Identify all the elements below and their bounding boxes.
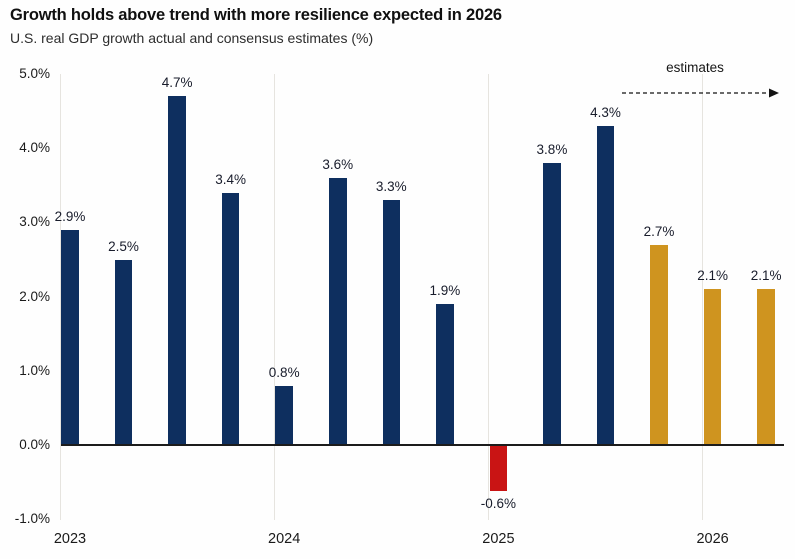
bar-value-label: 2.1% [697,268,728,284]
bar-value-label: 0.8% [268,364,300,380]
chart-subtitle: U.S. real GDP growth actual and consensu… [10,30,374,46]
x-axis-year-label: 2024 [268,531,301,547]
year-gridline [488,74,490,520]
gdp-bar-2023-q3 [168,96,186,445]
gdp-bar-2025-q1 [489,446,508,491]
y-axis-tick-label: 1.0% [19,362,50,378]
gdp-bar-2025-q4 [650,244,668,445]
zero-axis-line [61,444,784,446]
bar-value-label: 2.9% [54,208,86,224]
y-axis-tick-label: 5.0% [19,66,50,81]
bar-value-label: -0.6% [480,495,517,511]
gdp-bar-2023-q2 [114,259,133,445]
gdp-bar-2024-q1 [275,385,293,445]
y-axis-tick-label: 2.0% [19,288,50,304]
bar-value-label: 4.7% [161,75,193,91]
bar-value-label: 3.3% [375,179,407,195]
gdp-bar-2023-q1 [61,229,79,445]
bar-value-label: 3.4% [215,171,247,187]
gdp-bar-2024-q2 [329,177,347,445]
gdp-bar-2023-q4 [221,192,240,445]
gdp-bar-2024-q3 [382,200,401,445]
year-gridline [274,74,276,520]
year-gridline [702,74,704,520]
y-axis-tick-label: 3.0% [19,214,50,230]
bar-value-label: 2.7% [643,223,675,239]
y-axis-tick-label: 0.0% [19,437,50,452]
x-axis-year-label: 2025 [482,531,515,547]
bar-value-label: 4.3% [590,104,621,120]
x-axis-year-label: 2023 [53,531,87,547]
gdp-bar-2026-q2 [757,289,775,445]
y-axis-tick-label: -1.0% [14,511,50,527]
estimates-dashed-arrow-icon [622,88,779,98]
chart-title: Growth holds above trend with more resil… [10,6,502,24]
bar-value-label: 3.8% [536,142,568,158]
bar-value-label: 1.9% [429,283,461,299]
estimates-label: estimates [666,60,724,75]
bar-value-label: 2.5% [108,238,139,254]
gdp-bar-2024-q4 [436,304,454,445]
gdp-bar-2025-q2 [543,163,561,445]
bar-value-label: 2.1% [750,268,782,284]
bar-value-label: 3.6% [322,156,354,172]
y-axis-tick-label: 4.0% [19,140,50,156]
x-axis-year-label: 2026 [696,531,729,547]
gdp-bar-2025-q3 [596,125,615,445]
gdp-bar-2026-q1 [703,289,722,445]
year-gridline [59,74,61,520]
